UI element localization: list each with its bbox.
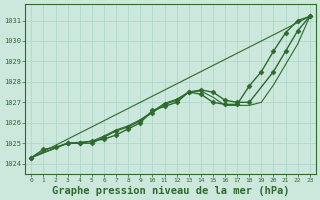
- X-axis label: Graphe pression niveau de la mer (hPa): Graphe pression niveau de la mer (hPa): [52, 186, 289, 196]
